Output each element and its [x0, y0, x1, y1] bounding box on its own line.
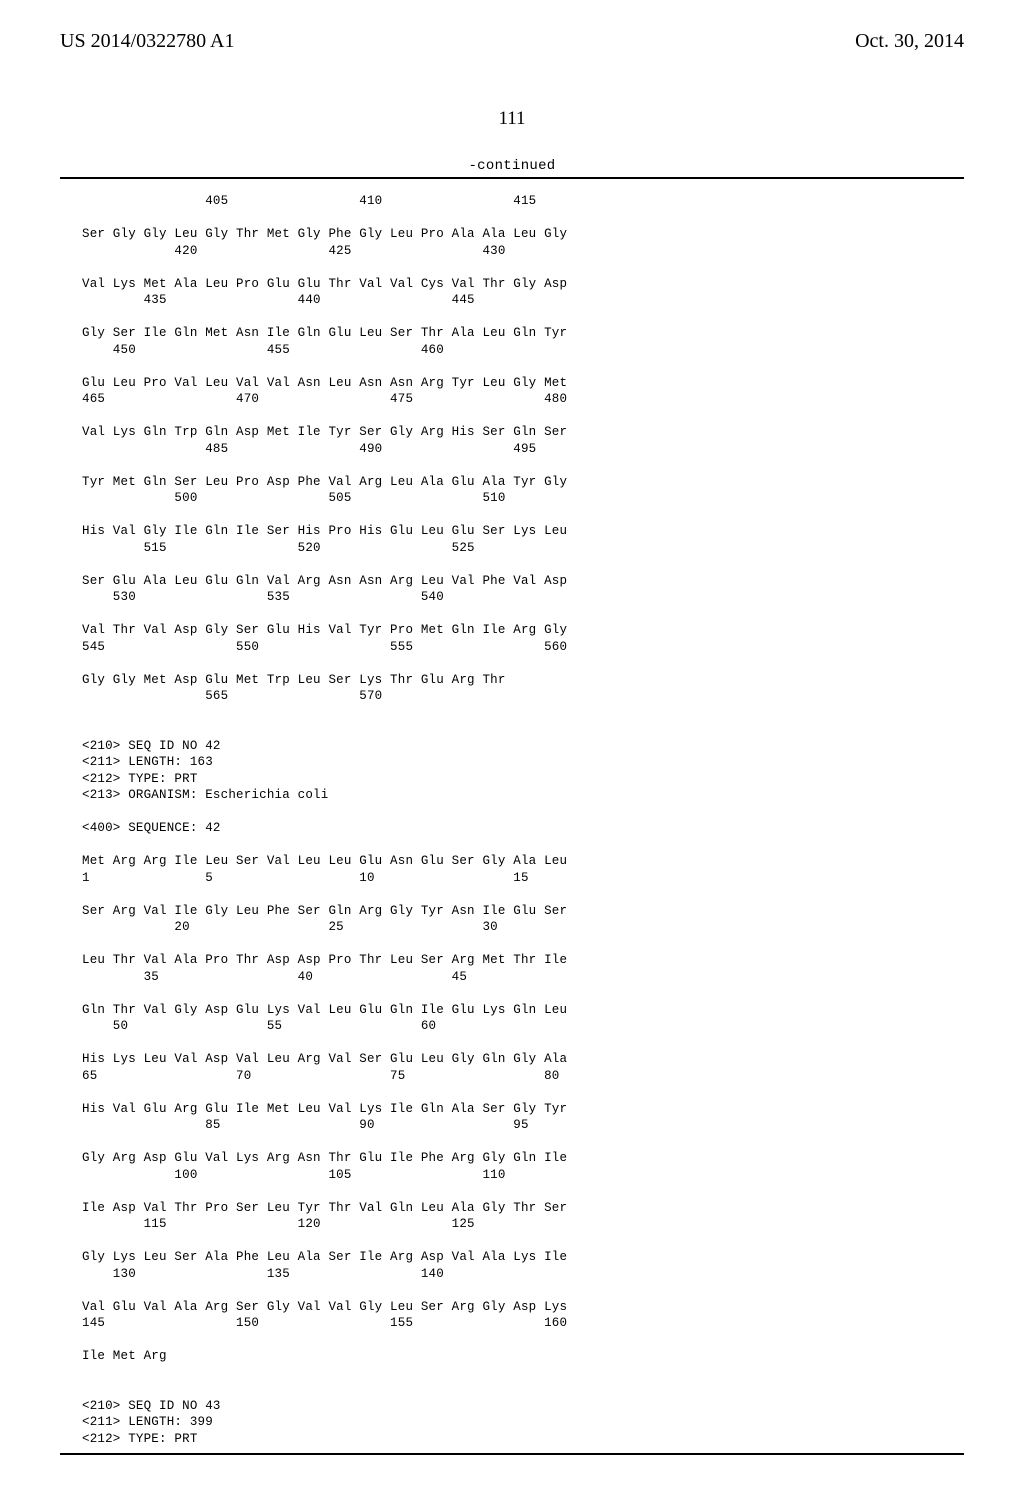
page-container: US 2014/0322780 A1 Oct. 30, 2014 111 -co…	[0, 0, 1024, 1495]
page-header: US 2014/0322780 A1 Oct. 30, 2014	[60, 30, 964, 53]
doc-number: US 2014/0322780 A1	[60, 30, 234, 53]
sequence-text: 405 410 415 Ser Gly Gly Leu Gly Thr Met …	[60, 193, 964, 1447]
doc-date: Oct. 30, 2014	[855, 30, 964, 53]
continued-label: -continued	[60, 158, 964, 174]
sequence-block: 405 410 415 Ser Gly Gly Leu Gly Thr Met …	[60, 177, 964, 1455]
page-number: 111	[60, 108, 964, 130]
